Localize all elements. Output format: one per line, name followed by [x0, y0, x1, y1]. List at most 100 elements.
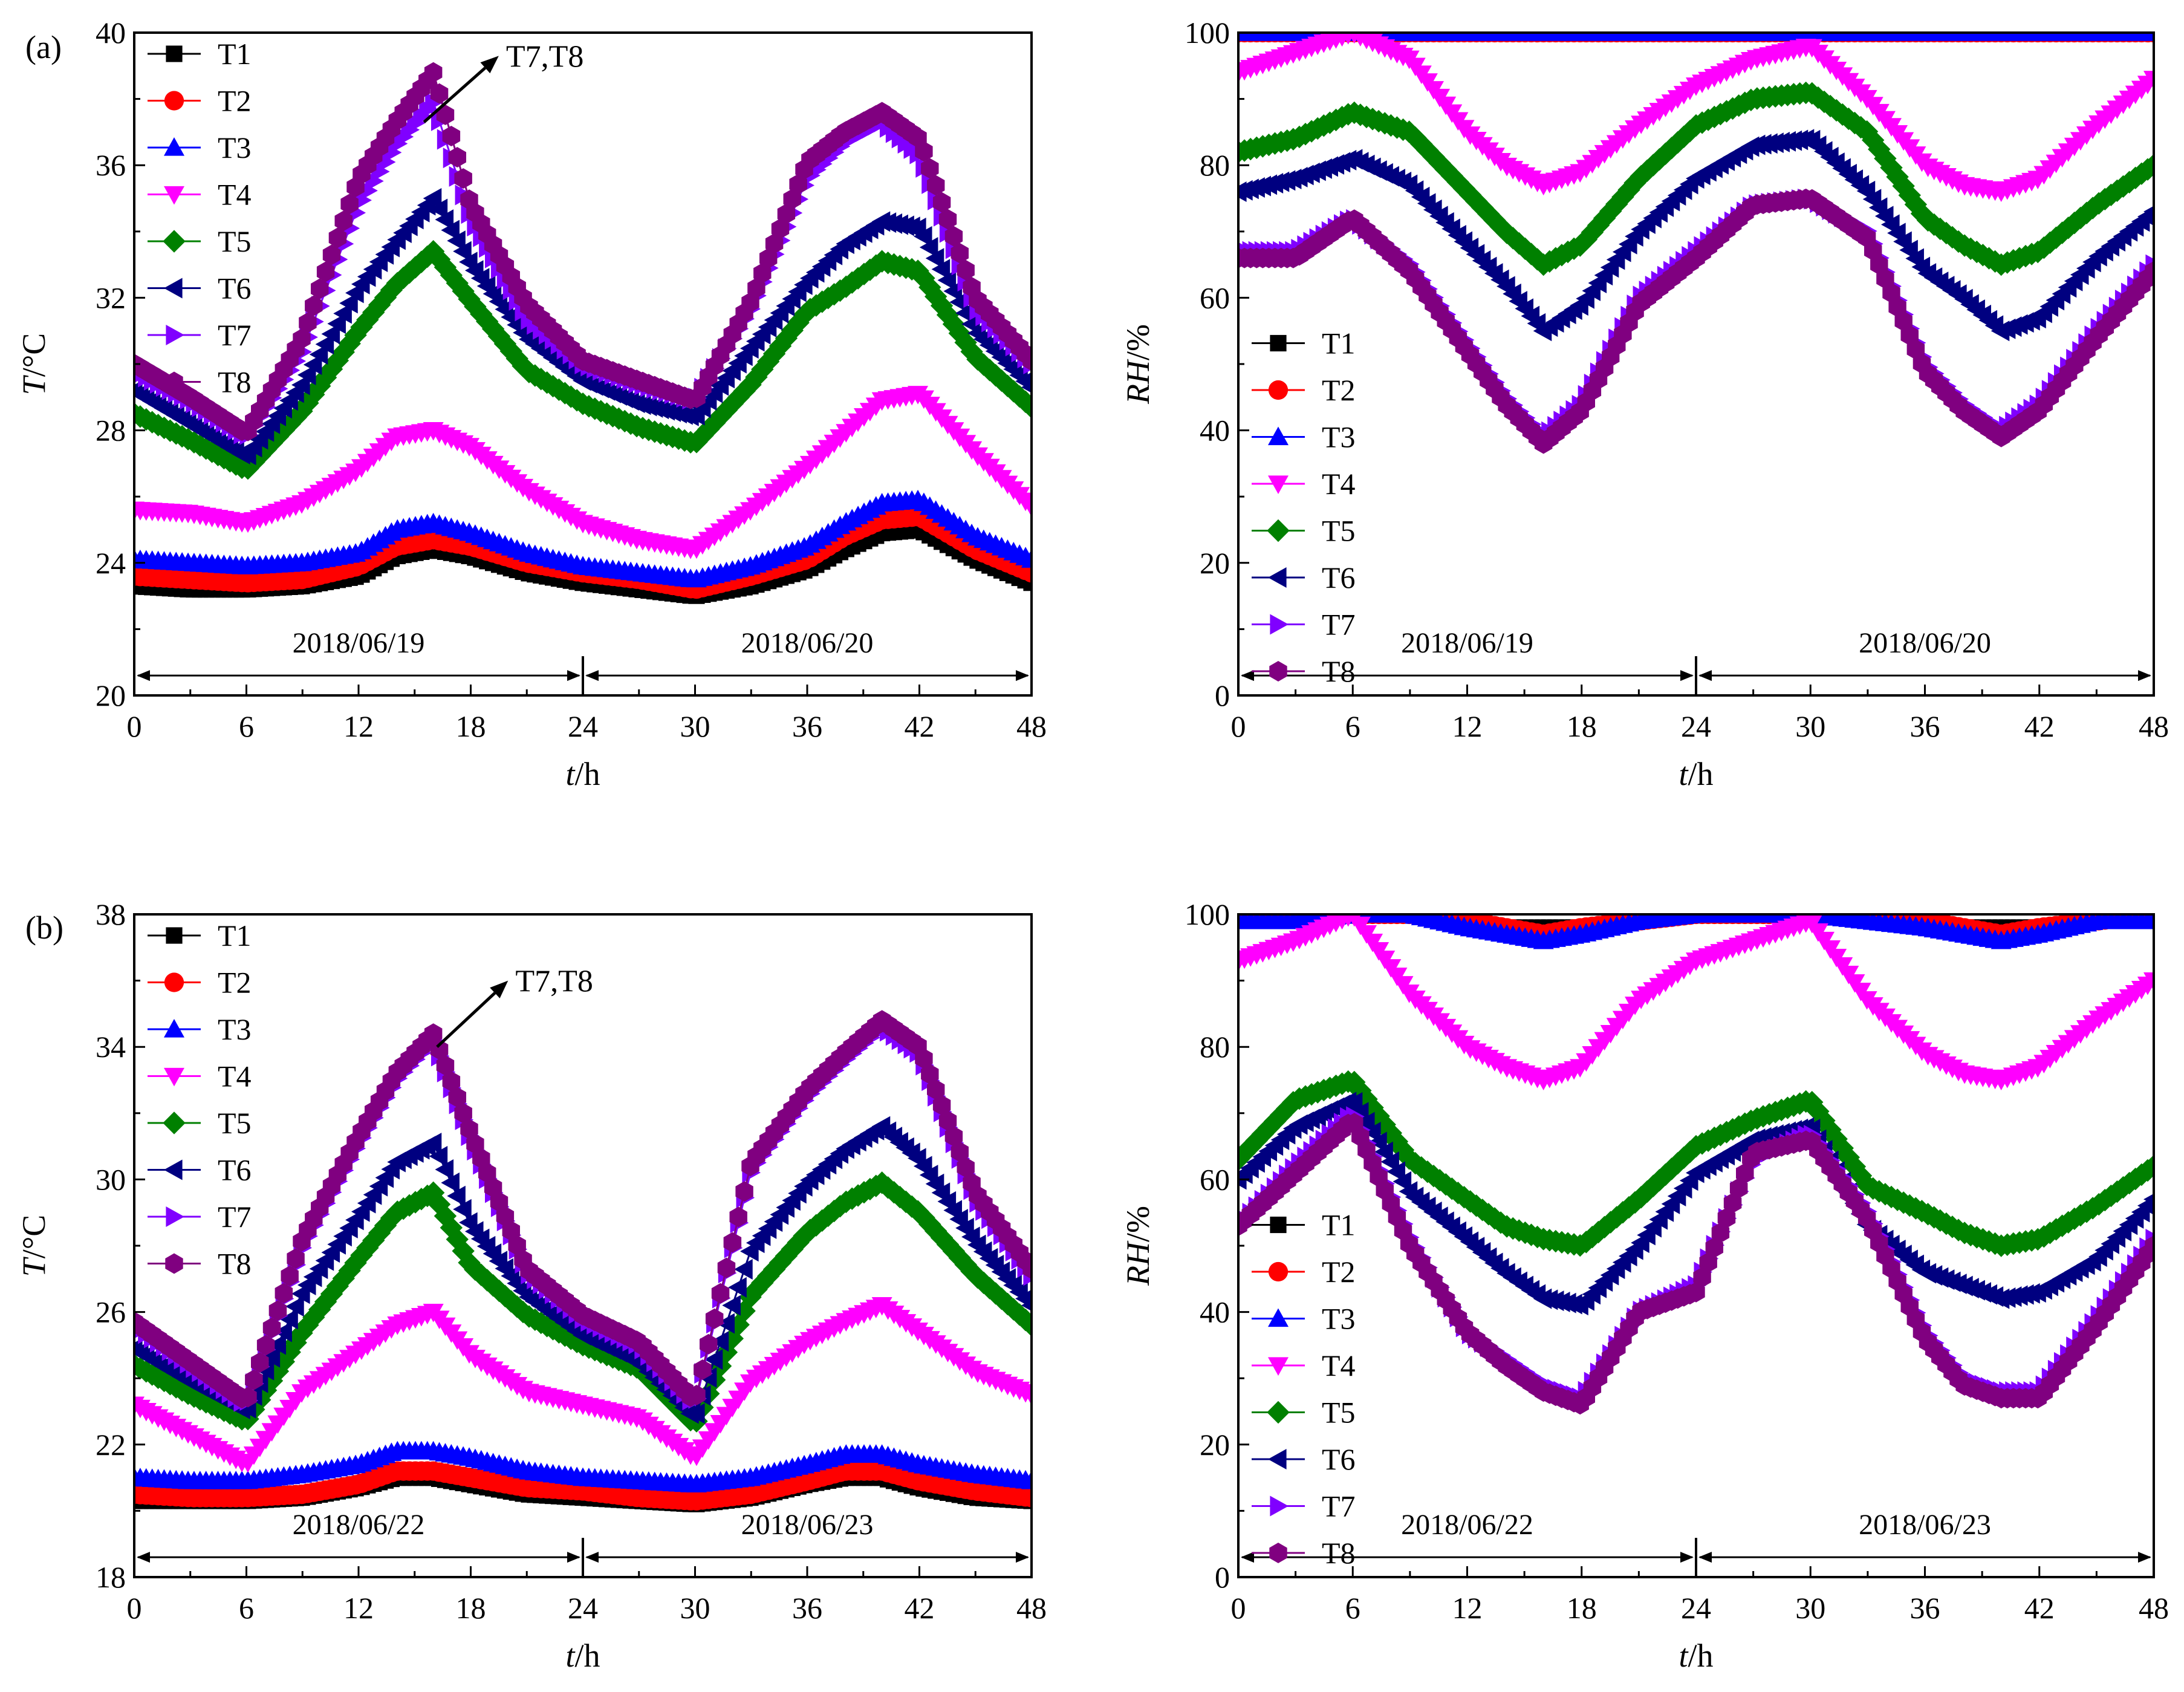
data-point — [487, 325, 511, 348]
y-tick-label: 30 — [96, 1162, 126, 1196]
data-point — [912, 1206, 935, 1229]
data-point — [728, 1277, 747, 1298]
data-point — [442, 126, 461, 146]
data-point — [1021, 1471, 1032, 1489]
data-point — [321, 324, 340, 345]
series-group — [134, 62, 1032, 604]
y-axis-title-unit: /% — [1120, 324, 1156, 360]
data-point — [333, 303, 352, 324]
x-tick-label: 42 — [905, 709, 935, 743]
data-point — [930, 294, 954, 317]
x-tick-label: 12 — [1452, 709, 1483, 743]
data-point — [374, 1214, 397, 1237]
x-tick-label: 30 — [680, 1591, 710, 1625]
legend-label-t6: T6 — [218, 272, 252, 305]
legend-label-t8: T8 — [218, 365, 252, 399]
date-label-2: 2018/06/20 — [741, 627, 874, 659]
data-point — [906, 259, 929, 282]
data-point — [783, 189, 801, 210]
data-point — [936, 304, 960, 327]
data-point — [284, 406, 307, 429]
data-point — [944, 1126, 963, 1147]
x-tick-label: 36 — [792, 1591, 822, 1625]
data-point — [332, 340, 355, 363]
x-axis-title-var: t — [565, 1638, 576, 1674]
data-point — [423, 188, 442, 209]
y-tick-label: 100 — [1185, 16, 1230, 50]
data-point — [955, 302, 974, 324]
data-point — [919, 237, 938, 258]
data-point — [2143, 914, 2154, 929]
data-point — [296, 391, 319, 415]
x-axis-title: t/h — [565, 756, 600, 792]
data-point — [458, 287, 481, 311]
data-point — [771, 218, 790, 239]
data-point — [1471, 196, 1494, 220]
legend-marker-t4 — [164, 186, 184, 205]
annotation-label: T7,T8 — [506, 39, 584, 74]
legend-label-t7: T7 — [218, 1200, 252, 1234]
data-point — [293, 328, 311, 350]
data-point — [769, 334, 792, 357]
legend-marker-t7 — [166, 325, 184, 345]
x-tick-label: 30 — [1795, 709, 1825, 743]
data-point — [1599, 200, 1622, 223]
y-tick-label: 38 — [96, 897, 126, 931]
data-point — [425, 92, 444, 113]
data-point — [327, 313, 346, 334]
chart-panel-a-temperature: 2018/06/19 2018/06/200 6 12 18 24 30 36 42 482024… — [16, 16, 1047, 792]
annotation-arrowhead — [480, 56, 499, 74]
data-point — [957, 1157, 975, 1178]
data-point — [1855, 120, 1879, 143]
data-point — [427, 1193, 451, 1216]
legend-marker-t5 — [163, 1111, 186, 1134]
data-point — [441, 220, 460, 241]
data-point — [751, 1271, 774, 1295]
arrowhead-right — [1016, 670, 1029, 682]
data-point — [2142, 1154, 2154, 1178]
series-group — [1238, 33, 2154, 454]
data-point — [297, 365, 316, 386]
legend-label-t5: T5 — [1322, 514, 1356, 548]
data-point — [262, 1317, 281, 1338]
annotation-t7-t8: T7,T8 — [423, 39, 584, 123]
data-point — [2143, 206, 2154, 218]
arrowhead-mid-left — [585, 670, 599, 682]
data-point — [368, 293, 391, 316]
x-tick-label: 48 — [1016, 1591, 1047, 1625]
data-point — [1477, 203, 1500, 226]
data-point — [2143, 972, 2154, 991]
x-axis-title-var: t — [1679, 756, 1689, 792]
data-point — [1386, 1161, 1406, 1182]
arrowhead-left — [137, 670, 150, 682]
data-point — [716, 1313, 735, 1334]
legend-marker-t1 — [166, 927, 183, 944]
x-tick-label: 24 — [568, 709, 598, 743]
y-tick-label: 0 — [1215, 678, 1230, 712]
legend-label-t7: T7 — [218, 318, 252, 352]
series-markers-t8 — [1238, 188, 2154, 454]
data-point — [436, 1055, 455, 1076]
data-point — [703, 411, 726, 435]
data-point — [454, 168, 472, 189]
legend-marker-t3 — [164, 1019, 184, 1038]
data-point — [1679, 120, 1701, 143]
data-point — [931, 259, 951, 280]
data-point — [759, 248, 778, 269]
data-point — [787, 1231, 810, 1254]
data-point — [305, 295, 323, 316]
y-axis-title-var: RH — [1120, 359, 1156, 405]
data-point — [927, 175, 945, 196]
data-point — [722, 1295, 741, 1316]
arrowhead-right — [2138, 670, 2151, 682]
y-axis-title-unit: /°C — [16, 333, 52, 377]
data-point — [448, 1087, 466, 1108]
legend-marker-t7 — [1270, 614, 1289, 635]
date-label-1: 2018/06/19 — [293, 627, 425, 659]
data-point — [1021, 1488, 1032, 1508]
data-point — [362, 301, 385, 324]
data-point — [1440, 164, 1463, 187]
y-axis-title: T/°C — [16, 1215, 52, 1277]
